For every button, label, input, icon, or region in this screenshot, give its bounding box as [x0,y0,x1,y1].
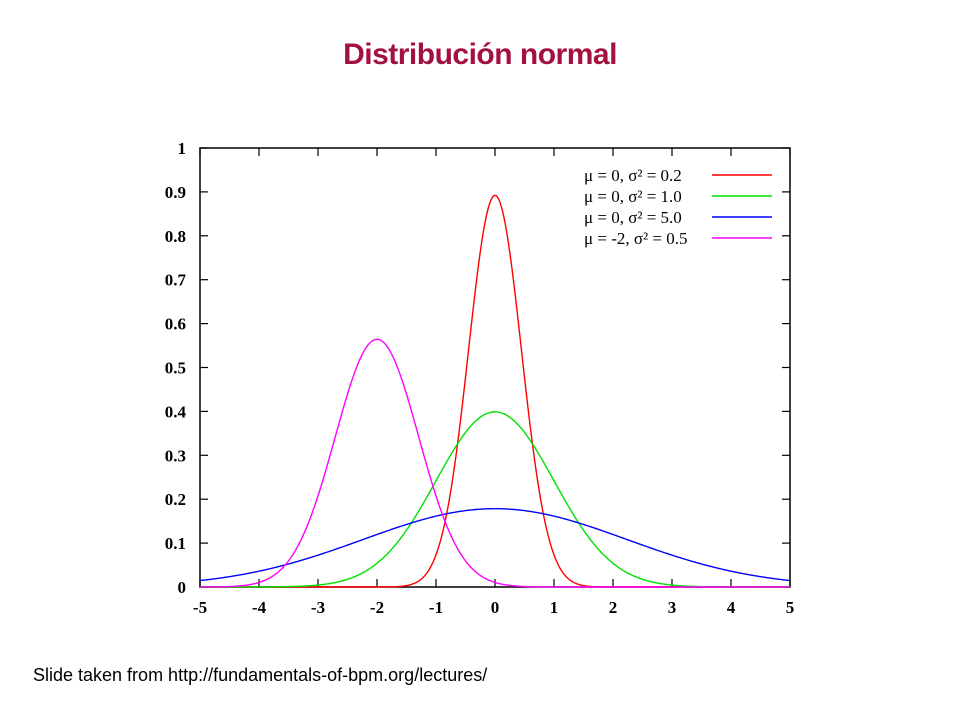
legend-label: μ = 0, σ² = 5.0 [584,208,682,227]
y-tick-label: 0 [178,578,187,597]
y-tick-label: 1 [178,139,187,158]
x-tick-label: 3 [668,598,677,617]
y-tick-label: 0.2 [165,490,186,509]
source-note: Slide taken from http://fundamentals-of-… [33,665,488,685]
y-tick-label: 0.5 [165,359,186,378]
legend-label: μ = 0, σ² = 0.2 [584,166,682,185]
x-tick-label: 1 [550,598,559,617]
y-tick-label: 0.6 [165,315,186,334]
x-tick-label: -2 [370,598,384,617]
curves [199,194,791,588]
x-tick-label: 5 [786,598,795,617]
series-line-1 [200,194,790,588]
x-tick-label: -5 [193,598,207,617]
x-tick-label: 2 [609,598,618,617]
y-tick-label: 0.4 [165,402,187,421]
y-tick-label: 0.8 [165,227,186,246]
legend-label: μ = 0, σ² = 1.0 [584,187,682,206]
x-tick-label: -3 [311,598,325,617]
x-tick-label: -1 [429,598,443,617]
series-line-4 [199,338,790,588]
y-tick-label: 0.9 [165,183,186,202]
legend: μ = 0, σ² = 0.2 μ = 0, σ² = 1.0 μ = 0, σ² … [584,166,772,248]
y-tick-label: 0.1 [165,534,186,553]
x-tick-label: 4 [727,598,736,617]
series-line-3 [199,507,791,582]
slide-title: Distribución normal [343,38,617,71]
legend-label: μ = -2, σ² = 0.5 [584,229,687,248]
y-tick-label: 0.7 [165,271,187,290]
y-tick-label: 0.3 [165,446,186,465]
x-tick-label: 0 [491,598,500,617]
axes: 0 0.1 0.2 0.3 0.4 0.5 0.6 0.7 0.8 0.9 1 -5 -4 -3 -2 -1 0… [165,139,795,617]
x-tick-label: -4 [252,598,267,617]
plot-frame [199,147,791,588]
